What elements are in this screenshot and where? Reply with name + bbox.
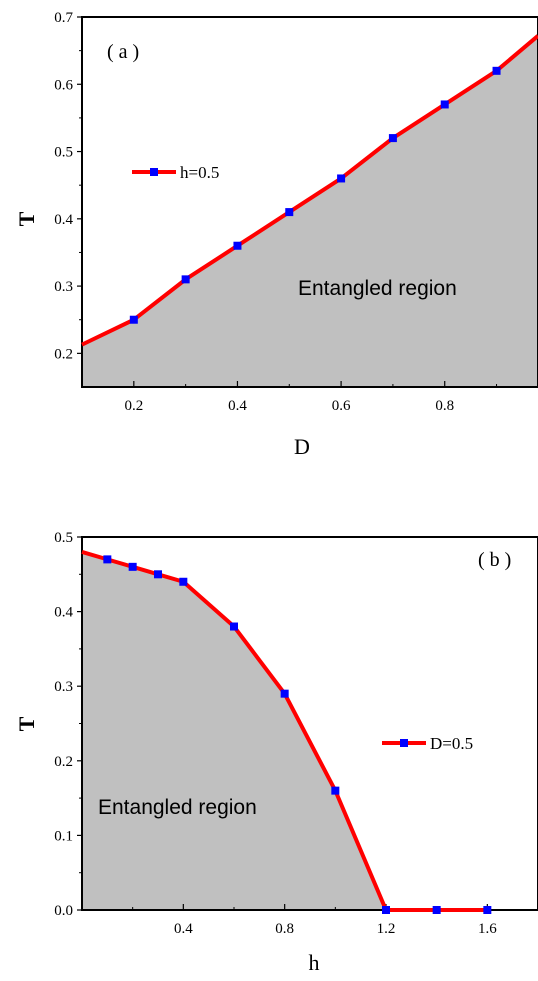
x-tick-label: 0.4 bbox=[228, 398, 247, 414]
ticks-b: 0.4 0.8 1.2 1.6 0.0 0.1 0.2 0.3 0.4 0.5 bbox=[54, 530, 497, 937]
legend-b: D=0.5 bbox=[382, 734, 473, 753]
data-point bbox=[440, 100, 449, 109]
x-tick-label: 0.2 bbox=[124, 398, 143, 414]
y-tick-label: 0.3 bbox=[54, 279, 73, 295]
plot-frame-a bbox=[81, 16, 538, 388]
data-point bbox=[233, 241, 242, 250]
x-tick-label: 0.6 bbox=[332, 398, 351, 414]
y-tick-label: 0.2 bbox=[54, 754, 73, 770]
x-tick-label: 0.4 bbox=[174, 921, 193, 937]
y-tick-label: 0.5 bbox=[54, 530, 73, 546]
data-point bbox=[154, 570, 162, 579]
panel-label-a: ( a ) bbox=[107, 41, 139, 63]
x-tick-label: 0.8 bbox=[275, 921, 294, 937]
legend-label-b: D=0.5 bbox=[430, 734, 473, 753]
y-tick-label: 0.4 bbox=[54, 605, 73, 621]
y-tick-label: 0.7 bbox=[54, 10, 73, 26]
data-point bbox=[285, 208, 294, 217]
data-point bbox=[492, 66, 501, 75]
data-point bbox=[103, 555, 112, 564]
panel-a: 0.2 0.4 0.6 0.8 0.2 0.3 0.4 0.5 0.6 0.7 ( a ) Ent… bbox=[14, 10, 538, 459]
entangled-area-a bbox=[82, 35, 538, 387]
entangled-area-b bbox=[82, 551, 488, 910]
data-point bbox=[432, 906, 441, 914]
data-point bbox=[483, 906, 492, 914]
region-label-b: Entangled region bbox=[98, 796, 257, 819]
ticks-a: 0.2 0.4 0.6 0.8 0.2 0.3 0.4 0.5 0.6 0.7 bbox=[54, 10, 498, 414]
markers-a bbox=[129, 66, 501, 324]
legend-marker-a bbox=[150, 168, 158, 176]
x-axis-label-b: h bbox=[309, 950, 320, 975]
x-tick-label: 1.2 bbox=[377, 921, 396, 937]
x-tick-label: 1.6 bbox=[478, 921, 497, 937]
panel-b: 0.4 0.8 1.2 1.6 0.0 0.1 0.2 0.3 0.4 0.5 ( b ) Ent… bbox=[14, 530, 538, 975]
data-point bbox=[128, 562, 137, 571]
y-tick-label: 0.3 bbox=[54, 679, 73, 695]
data-point bbox=[382, 906, 390, 914]
data-point bbox=[331, 786, 340, 795]
data-point bbox=[179, 577, 188, 586]
data-point bbox=[280, 689, 289, 698]
y-tick-label: 0.6 bbox=[54, 77, 73, 93]
plot-frame-b bbox=[81, 536, 538, 911]
y-axis-label-a: T bbox=[14, 211, 39, 226]
y-tick-label: 0.4 bbox=[54, 212, 73, 228]
series-line-a bbox=[81, 34, 538, 347]
data-point bbox=[388, 134, 397, 143]
region-label-a: Entangled region bbox=[298, 277, 457, 300]
legend-label-a: h=0.5 bbox=[180, 163, 219, 182]
y-tick-label: 0.1 bbox=[54, 828, 73, 844]
x-tick-label: 0.8 bbox=[435, 398, 454, 414]
panel-label-b: ( b ) bbox=[478, 549, 511, 571]
x-axis-label-a: D bbox=[294, 434, 310, 459]
markers-b bbox=[103, 555, 492, 914]
data-point bbox=[337, 174, 346, 183]
y-tick-label: 0.5 bbox=[54, 145, 73, 161]
legend-a: h=0.5 bbox=[132, 163, 219, 182]
y-tick-label: 0.2 bbox=[54, 346, 73, 362]
data-point bbox=[129, 315, 138, 324]
data-point bbox=[181, 275, 190, 284]
data-point bbox=[230, 622, 238, 631]
y-axis-label-b: T bbox=[14, 716, 39, 731]
y-tick-label: 0.0 bbox=[54, 903, 73, 919]
legend-marker-b bbox=[400, 739, 408, 747]
